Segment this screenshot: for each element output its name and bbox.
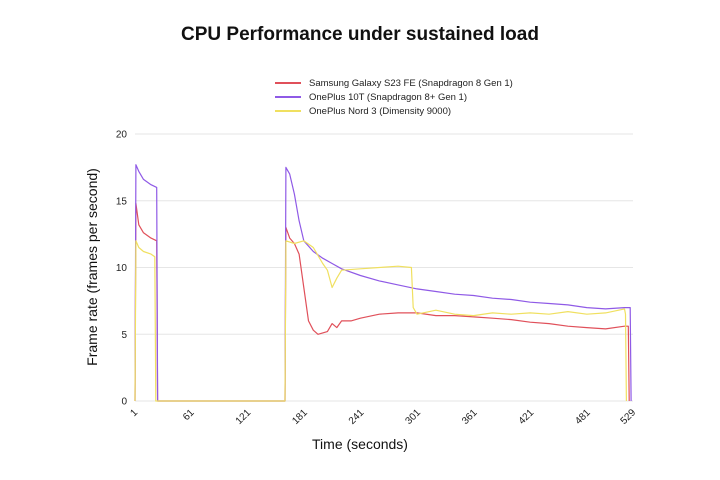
x-tick-label: 529 — [619, 407, 639, 427]
series-line-2 — [134, 164, 632, 402]
legend-entry: Samsung Galaxy S23 FE (Snapdragon 8 Gen … — [309, 78, 513, 89]
y-axis-label: Frame rate (frames per second) — [84, 168, 100, 366]
series-line-3 — [134, 240, 627, 402]
y-tick-label: 10 — [116, 263, 128, 274]
y-axis-ticks: 0 5 10 15 20 — [116, 130, 128, 408]
x-axis-label: Time (seconds) — [312, 436, 408, 452]
series-lines — [134, 164, 632, 402]
y-tick-label: 20 — [116, 130, 128, 141]
legend: Samsung Galaxy S23 FE (Snapdragon 8 Gen … — [275, 78, 513, 117]
series-line-1 — [134, 202, 630, 402]
x-tick-label: 421 — [517, 407, 537, 427]
x-tick-label: 121 — [234, 407, 254, 427]
legend-entry: OnePlus 10T (Snapdragon 8+ Gen 1) — [309, 92, 467, 103]
x-tick-label: 481 — [573, 407, 593, 427]
x-axis-ticks: 1 61 121 181 241 301 361 421 481 529 — [128, 407, 638, 427]
x-tick-label: 61 — [181, 407, 197, 423]
y-tick-label: 5 — [121, 330, 127, 341]
x-tick-label: 181 — [290, 407, 310, 427]
x-tick-label: 1 — [128, 407, 140, 419]
y-tick-label: 15 — [116, 196, 128, 207]
legend-entry: OnePlus Nord 3 (Dimensity 9000) — [309, 106, 451, 117]
chart-title: CPU Performance under sustained load — [181, 24, 539, 45]
x-tick-label: 361 — [460, 407, 480, 427]
y-tick-label: 0 — [121, 397, 127, 408]
x-tick-label: 241 — [347, 407, 367, 427]
x-tick-label: 301 — [403, 407, 423, 427]
